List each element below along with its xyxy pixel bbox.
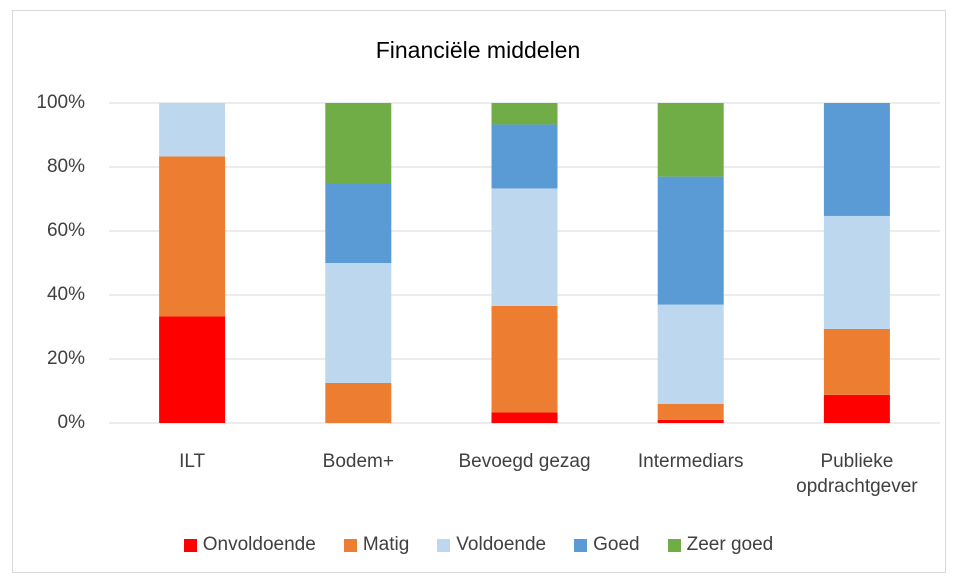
legend-swatch bbox=[437, 538, 451, 552]
bar-segment bbox=[159, 103, 226, 157]
legend-item: Onvoldoende bbox=[183, 534, 316, 556]
chart-title: Financiële middelen bbox=[376, 37, 581, 63]
legend-label: Zeer goed bbox=[686, 534, 774, 555]
bar-segment bbox=[491, 412, 558, 423]
x-tick-label: Bodem+ bbox=[322, 451, 394, 472]
bar-segment bbox=[657, 403, 724, 420]
y-tick-label: 0% bbox=[58, 412, 86, 433]
legend-label: Goed bbox=[593, 534, 640, 555]
bar-segment bbox=[491, 305, 558, 413]
y-tick-label: 40% bbox=[47, 284, 85, 305]
legend-label: Matig bbox=[362, 534, 410, 555]
legend-item: Goed bbox=[574, 534, 640, 556]
bar-segment bbox=[491, 103, 558, 125]
y-tick-label: 60% bbox=[47, 220, 85, 241]
bar-segment bbox=[159, 156, 226, 317]
y-tick-label: 20% bbox=[47, 348, 85, 369]
bar-segment bbox=[159, 316, 226, 423]
legend-item: Matig bbox=[343, 534, 410, 556]
legend-label: Onvoldoende bbox=[202, 534, 316, 555]
bar-segment bbox=[491, 124, 558, 189]
bar-segment bbox=[823, 103, 890, 216]
bar-segment bbox=[657, 419, 724, 423]
x-tick-label: ILT bbox=[179, 451, 206, 472]
x-tick-label: Publieke opdrachtgever bbox=[796, 451, 918, 497]
legend-label: Voldoende bbox=[456, 534, 547, 555]
bar-segment bbox=[325, 383, 392, 423]
x-tick-label: Intermediars bbox=[637, 451, 744, 472]
chart-frame bbox=[12, 10, 946, 573]
bar-segment bbox=[491, 188, 558, 306]
bar-segment bbox=[823, 215, 890, 329]
bar-segment bbox=[325, 263, 392, 383]
y-tick-label: 100% bbox=[36, 92, 85, 113]
legend: Onvoldoende Matig Voldoende Goed Zeer goed bbox=[0, 534, 957, 556]
bar-segment bbox=[657, 176, 724, 305]
y-tick-label: 80% bbox=[47, 156, 85, 177]
bar-segment bbox=[325, 183, 392, 263]
bar-segment bbox=[325, 103, 392, 183]
x-tick-label: Bevoegd gezag bbox=[458, 451, 591, 472]
legend-item: Zeer goed bbox=[667, 534, 774, 556]
bar-segment bbox=[823, 328, 890, 395]
legend-item: Voldoende bbox=[437, 534, 546, 556]
legend-swatch bbox=[574, 538, 588, 552]
legend-swatch bbox=[343, 538, 357, 552]
bar-segment bbox=[657, 304, 724, 404]
legend-swatch bbox=[667, 538, 681, 552]
bar-segment bbox=[657, 103, 724, 177]
bar-segment bbox=[823, 394, 890, 423]
legend-swatch bbox=[183, 538, 197, 552]
